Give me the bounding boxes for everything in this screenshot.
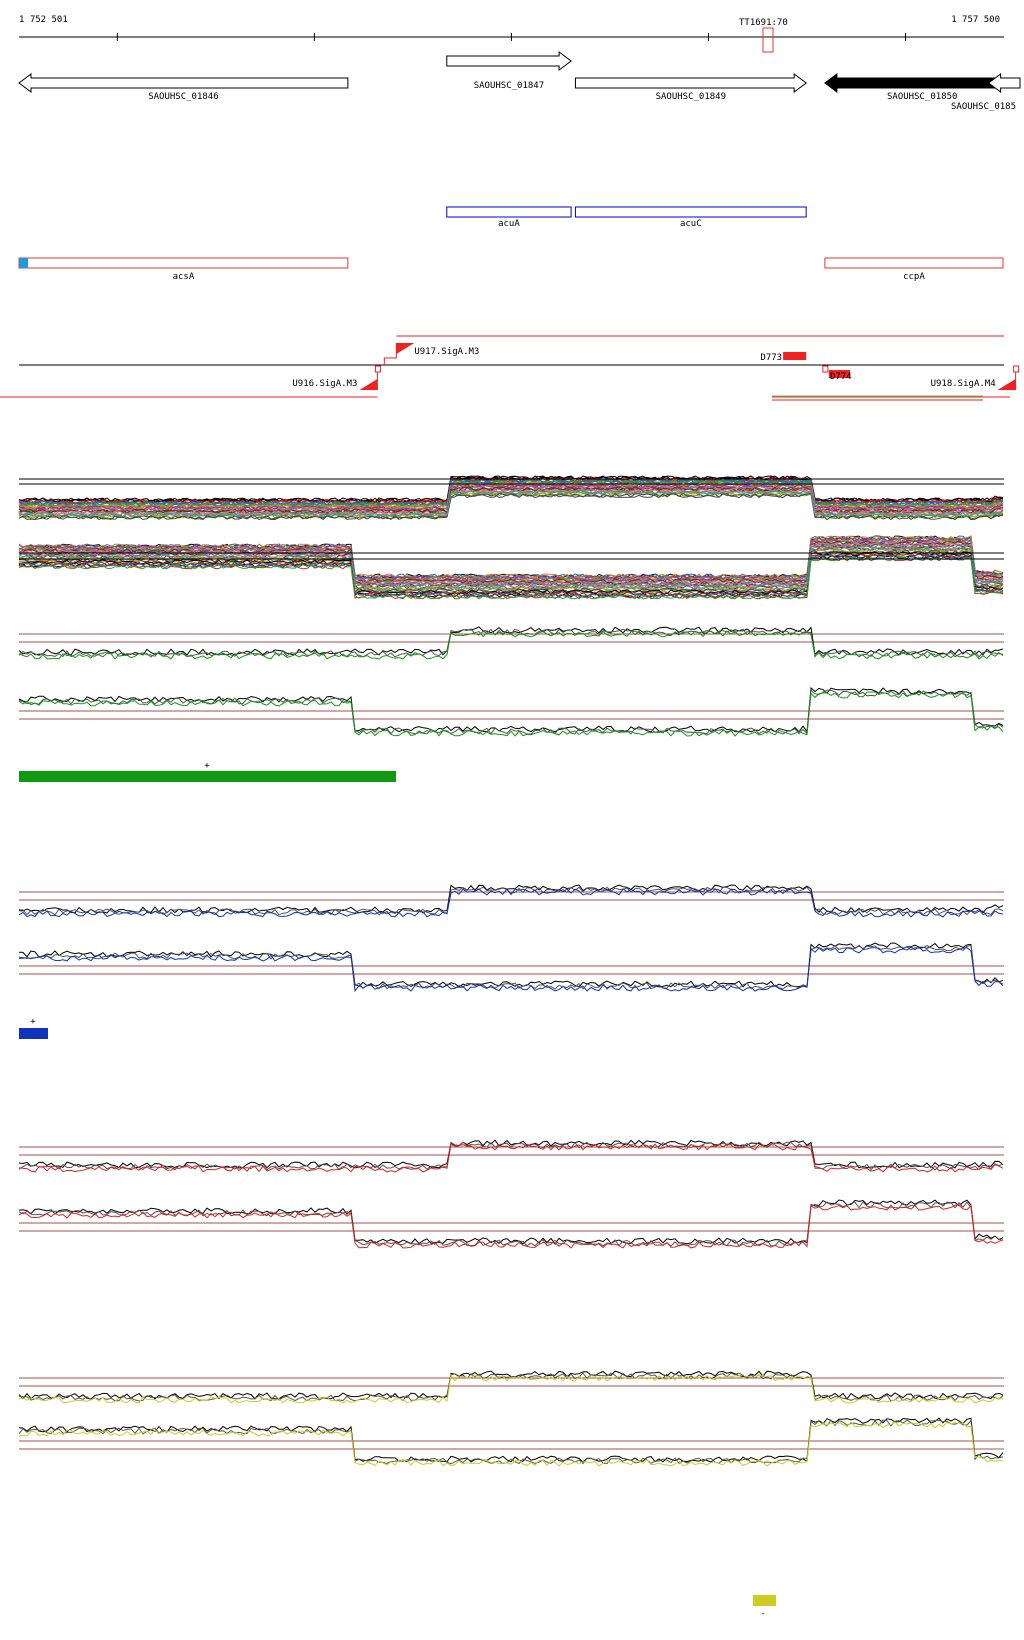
promoter-label: U916.SigA.M3	[292, 379, 357, 389]
promoter-stem	[1013, 365, 1020, 373]
profile-line-minus	[18, 535, 1004, 579]
regulated-gene-label: ccpA	[903, 272, 925, 282]
gene-label: SAOUHSC_0185	[951, 102, 1016, 112]
significance-bar[interactable]	[19, 771, 396, 782]
profile-line-minus	[18, 689, 1004, 735]
promoter-flag[interactable]	[359, 379, 378, 390]
gene-label: SAOUHSC_01849	[656, 92, 726, 102]
segment-block[interactable]	[828, 370, 850, 378]
profile-line-plus	[18, 481, 1004, 509]
terminator-label: TT1691:70	[739, 18, 788, 28]
profile-line-minus	[18, 554, 1004, 598]
profile-line-minus	[19, 556, 1004, 600]
profile-line-plus	[18, 886, 1004, 916]
profile-line-minus	[18, 691, 1004, 737]
track-condition-2: +	[18, 884, 1004, 1039]
track-condition-4: -	[18, 1370, 1004, 1619]
profile-line-minus	[18, 1199, 1004, 1245]
profile-line-plus	[18, 492, 1004, 521]
segment-stem	[822, 365, 829, 373]
profile-line-plus	[18, 626, 1004, 656]
profile-line-minus	[18, 1419, 1004, 1465]
gene-annotation-track: SAOUHSC_01846 SAOUHSC_01847 SAOUHSC_01849 S…	[18, 51, 1021, 112]
promoter-segment-track: U917.SigA.M3 U916.SigA.M3 U918.SigA.M4 D773…	[0, 335, 1020, 401]
promoter-flag[interactable]	[396, 343, 415, 354]
profile-line-plus	[18, 477, 1004, 505]
profile-line-plus	[18, 477, 1004, 505]
profile-line-minus	[18, 946, 1004, 993]
segment-label: D773	[760, 353, 782, 363]
gene-label: SAOUHSC_01850	[887, 92, 957, 102]
profile-line-minus	[18, 942, 1004, 988]
track-all-conditions	[18, 475, 1004, 600]
operon-gene-box[interactable]	[574, 206, 807, 218]
gene-label: SAOUHSC_01847	[474, 81, 544, 91]
track-plus-sign: +	[30, 1017, 36, 1027]
operon-gene-label: acuA	[498, 219, 520, 229]
significance-bar[interactable]	[19, 1028, 48, 1039]
track-plus-sign: +	[204, 761, 210, 771]
profile-line-plus	[18, 1143, 1004, 1173]
track-condition-3	[18, 1139, 1004, 1249]
gene-label: SAOUHSC_01846	[148, 92, 218, 102]
segment-block[interactable]	[783, 352, 807, 360]
profile-line-minus	[18, 553, 1004, 597]
profile-line-minus	[19, 944, 1004, 990]
operon-gene-label: acuC	[680, 219, 702, 229]
profile-line-minus	[18, 686, 1004, 734]
promoter-label: U918.SigA.M4	[931, 379, 996, 389]
significance-bar[interactable]	[753, 1595, 776, 1606]
ruler-start-label: 1 752 501	[19, 15, 68, 25]
profile-line-plus	[18, 489, 1004, 517]
regulated-gene-box[interactable]	[18, 257, 349, 269]
gene-arrow[interactable]	[987, 73, 1021, 93]
profile-line-minus	[18, 1417, 1004, 1463]
profile-line-plus	[18, 1139, 1004, 1169]
profile-line-plus	[18, 1373, 1004, 1404]
profile-line-minus	[18, 548, 1004, 592]
gene-arrow[interactable]	[824, 73, 1021, 93]
profile-line-plus	[18, 485, 1004, 513]
gene-arrow[interactable]	[574, 73, 808, 93]
profile-line-minus	[18, 543, 1004, 587]
site-marker	[19, 258, 28, 268]
profile-line-minus	[18, 538, 1004, 582]
profile-line-plus	[18, 1370, 1004, 1400]
operon-gene-track: acuA acuC	[446, 206, 807, 229]
profile-line-plus	[18, 884, 1004, 914]
promoter-stem	[374, 365, 381, 373]
regulated-gene-box[interactable]	[824, 257, 1004, 269]
profile-line-plus	[18, 1141, 1004, 1171]
ruler-end-label: 1 757 500	[951, 15, 1000, 25]
promoter-stem	[383, 343, 397, 365]
promoter-flag[interactable]	[997, 379, 1016, 390]
terminator-marker[interactable]	[762, 27, 774, 53]
regulated-gene-label: acsA	[173, 272, 195, 282]
profile-line-plus	[18, 630, 1004, 660]
operon-gene-box[interactable]	[446, 206, 572, 218]
expression-tracks: + + -	[18, 475, 1004, 1619]
coordinate-ruler: 1 752 501 1 757 500 TT1691:70	[19, 15, 1004, 53]
profile-line-minus	[18, 1204, 1004, 1249]
track-condition-1: +	[18, 626, 1004, 782]
track-minus-sign: -	[760, 1609, 765, 1619]
profile-line-minus	[18, 1421, 1003, 1467]
regulated-gene-track: acsA ccpA	[18, 257, 1004, 282]
promoter-label: U917.SigA.M3	[414, 347, 479, 357]
profile-line-minus	[18, 553, 1004, 597]
segment-label: D774	[830, 372, 852, 382]
profile-line-plus	[18, 488, 1004, 516]
profile-line-minus	[18, 540, 1004, 584]
gene-arrow[interactable]	[446, 51, 572, 71]
gene-arrow[interactable]	[18, 73, 349, 93]
profile-line-plus	[18, 888, 1004, 918]
